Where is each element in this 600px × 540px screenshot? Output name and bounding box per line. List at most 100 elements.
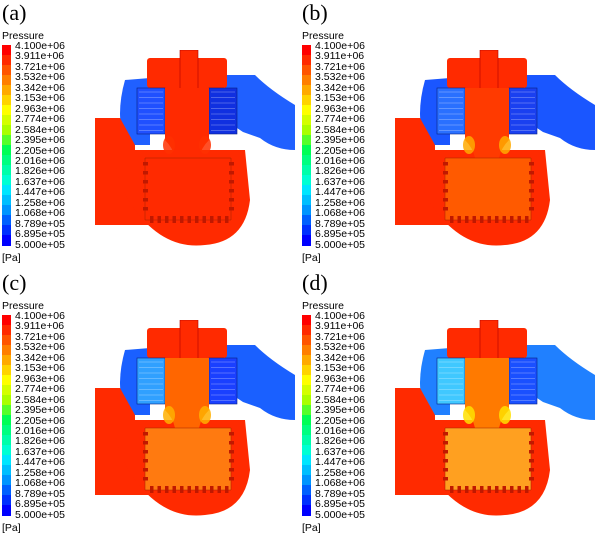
legend-swatch xyxy=(302,505,311,516)
legend-swatch xyxy=(302,75,311,86)
legend-tick-label: 1.258e+06 xyxy=(315,466,365,479)
legend-swatch xyxy=(2,95,11,106)
plug-core xyxy=(165,88,209,158)
right-side-slot xyxy=(529,171,534,175)
bottom-slot xyxy=(150,486,154,493)
legend-swatch xyxy=(2,375,11,386)
legend-swatch xyxy=(302,315,311,326)
left-side-slot xyxy=(443,189,448,193)
legend-tick-label: 2.395e+06 xyxy=(315,404,365,417)
legend-tick-label: 4.100e+06 xyxy=(315,310,365,322)
bottom-slot xyxy=(472,216,476,223)
legend-tick-label: 1.068e+06 xyxy=(15,207,65,220)
legend-tick-label: 2.963e+06 xyxy=(15,372,65,385)
legend-tick-label: 2.016e+06 xyxy=(315,424,365,437)
legend-tick-label: 8.789e+05 xyxy=(15,487,65,500)
legend-swatch xyxy=(302,345,311,356)
legend-swatch xyxy=(302,215,311,226)
legend-swatch xyxy=(2,45,11,56)
legend-swatch xyxy=(2,155,11,166)
legend-tick-label: 3.153e+06 xyxy=(15,92,65,105)
legend-tick-label: 3.911e+06 xyxy=(315,320,365,333)
legend-swatch xyxy=(302,95,311,106)
legend-tick-label: 3.153e+06 xyxy=(315,92,365,105)
stem xyxy=(479,320,499,363)
legend-swatch xyxy=(2,135,11,146)
right-side-slot xyxy=(529,468,534,472)
bottom-slot xyxy=(195,486,199,493)
left-throat-hotspot xyxy=(163,136,175,154)
bottom-slot xyxy=(150,216,154,223)
legend-tick-label: 3.721e+06 xyxy=(15,60,65,73)
legend-unit: [Pa] xyxy=(302,522,321,534)
panel-label: (a) xyxy=(2,0,27,25)
bottom-slot xyxy=(172,486,176,493)
legend-swatch xyxy=(2,55,11,66)
legend-swatch xyxy=(2,325,11,336)
legend-tick-label: 1.447e+06 xyxy=(315,186,365,199)
legend-swatch xyxy=(2,455,11,466)
legend-tick-label: 5.000e+05 xyxy=(15,238,65,251)
plug-core xyxy=(465,88,509,158)
bottom-slot xyxy=(180,486,184,493)
outlet-pipe xyxy=(225,345,295,420)
legend-swatch xyxy=(302,135,311,146)
left-side-slot xyxy=(443,171,448,175)
bottom-slot xyxy=(210,486,214,493)
legend-tick-label: 3.532e+06 xyxy=(15,71,65,84)
contour-panel: (b) Pressure 4.100e+06 3.911e+06 3.721e+06 3.… xyxy=(300,0,600,270)
legend-tick-label: 4.100e+06 xyxy=(15,40,65,52)
legend-swatch xyxy=(2,125,11,136)
left-side-slot xyxy=(143,477,148,481)
bottom-slot xyxy=(502,486,506,493)
legend-swatch xyxy=(302,115,311,126)
legend-tick-label: 2.774e+06 xyxy=(15,113,65,126)
legend-tick-label: 2.774e+06 xyxy=(315,383,365,396)
contour-panel: (d) Pressure 4.100e+06 3.911e+06 3.721e+06 3.… xyxy=(300,270,600,540)
bottom-slot xyxy=(187,486,191,493)
left-side-slot xyxy=(143,162,148,166)
legend-tick-label: 2.774e+06 xyxy=(315,113,365,126)
legend-tick-label: 3.532e+06 xyxy=(315,71,365,84)
legend-tick-label: 1.258e+06 xyxy=(15,196,65,209)
left-side-slot xyxy=(143,459,148,463)
right-side-slot xyxy=(229,162,234,166)
legend-tick-label: 2.963e+06 xyxy=(315,102,365,115)
bottom-slot xyxy=(195,216,199,223)
right-throat-hotspot xyxy=(499,136,511,154)
bottom-slot xyxy=(187,216,191,223)
legend-tick-label: 8.789e+05 xyxy=(315,217,365,230)
bottom-slot xyxy=(157,216,161,223)
legend-colorbar xyxy=(2,315,11,516)
panel-label: (d) xyxy=(302,270,328,295)
bottom-slot xyxy=(165,216,169,223)
legend-swatch xyxy=(302,455,311,466)
legend-swatch xyxy=(2,415,11,426)
legend-swatch xyxy=(2,345,11,356)
bottom-slot xyxy=(517,486,521,493)
left-side-slot xyxy=(143,171,148,175)
legend-tick-label: 1.637e+06 xyxy=(15,175,65,188)
valve-contour-plot xyxy=(95,50,295,246)
right-side-slot xyxy=(529,198,534,202)
bottom-slot xyxy=(165,486,169,493)
left-side-slot xyxy=(143,450,148,454)
legend-tick-label: 2.774e+06 xyxy=(15,383,65,396)
legend-swatch xyxy=(2,395,11,406)
legend-swatch xyxy=(302,195,311,206)
legend-swatch xyxy=(302,495,311,506)
bottom-slot xyxy=(495,486,499,493)
legend-swatch xyxy=(302,225,311,236)
right-throat-hotspot xyxy=(199,136,211,154)
legend-swatch xyxy=(2,405,11,416)
legend-colorbar xyxy=(302,45,311,246)
bottom-slot xyxy=(502,216,506,223)
legend-unit: [Pa] xyxy=(302,252,321,264)
stem xyxy=(179,320,199,363)
legend-tick-label: 3.342e+06 xyxy=(15,81,65,94)
legend-swatch xyxy=(2,385,11,396)
bottom-slot xyxy=(217,486,221,493)
legend-swatch xyxy=(302,475,311,486)
right-side-slot xyxy=(229,477,234,481)
right-side-slot xyxy=(529,450,534,454)
